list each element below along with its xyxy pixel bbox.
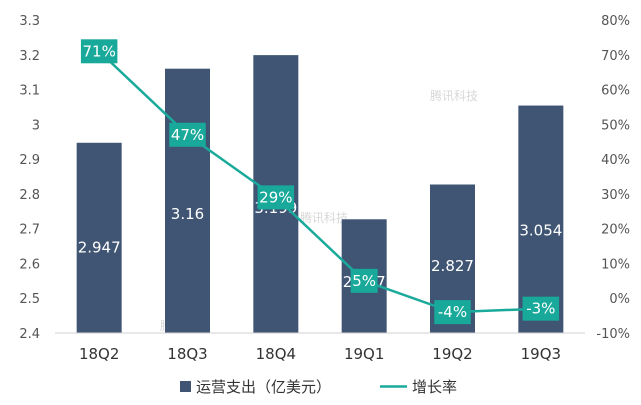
rate-label-text: -3% [526,300,555,318]
rate-label-box [169,122,206,147]
right-axis-ticks: -10% 0% 10% 20% 30% 40% 50% 60% 70% 80% [596,14,630,342]
rate-label-text: -4% [438,303,467,321]
left-axis-tick-label: 2.4 [19,327,40,342]
rate-label-box [434,300,471,325]
rate-label: 47% [169,122,206,147]
rate-label: -4% [434,300,471,325]
bar-value-label: 2.827 [431,257,474,275]
x-axis-tick-label: 19Q3 [521,345,561,363]
left-axis-tick-label: 2.9 [19,153,40,168]
watermark-text: 腾讯科技 [430,88,478,103]
rate-label-text: 71% [82,42,115,60]
legend-label-line: 增长率 [412,378,457,396]
rate-label-box [257,185,295,210]
bar [76,142,122,333]
right-axis-tick-label: 60% [601,84,630,99]
left-axis-ticks: 2.4 2.5 2.6 2.7 2.8 2.9 3 3.1 3.2 3.3 [19,14,40,342]
right-axis-tick-label: 50% [601,118,630,133]
legend: 运营支出（亿美元） 增长率 [180,378,457,396]
bar-series [76,55,564,334]
rate-label: 29% [257,185,295,210]
rate-label-text: 29% [259,188,292,206]
left-axis-tick-label: 2.5 [19,292,40,307]
left-axis-tick-label: 3.2 [19,49,40,64]
left-axis-tick-label: 2.7 [19,223,40,238]
x-axis-tick-label: 18Q4 [256,345,296,363]
rate-label-box [522,296,560,321]
right-axis-tick-label: 20% [601,223,630,238]
left-axis-tick-label: 2.6 [19,257,40,272]
rate-label-box [80,39,118,64]
right-axis-tick-label: -10% [596,327,630,342]
bar [165,68,210,333]
x-axis-tick-label: 18Q3 [167,345,207,363]
legend-label-bar: 运营支出（亿美元） [196,378,331,396]
right-axis-tick-label: 70% [601,49,630,64]
watermark-text: 腾讯科技 [300,210,348,225]
rate-label: -3% [522,296,560,321]
x-axis-tick-label: 19Q2 [432,345,472,363]
left-axis-tick-label: 3 [32,118,40,133]
bar-value-label: 3.054 [519,222,562,240]
left-axis-tick-label: 3.1 [19,84,40,99]
right-axis-tick-label: 0% [609,292,630,307]
right-axis-tick-label: 30% [601,188,630,203]
rate-label-text: 5% [352,272,376,290]
right-axis-tick-label: 80% [601,14,630,29]
left-axis-tick-label: 3.3 [19,14,40,29]
right-axis-tick-label: 40% [601,153,630,168]
rate-label-text: 47% [171,126,204,144]
legend-swatch-bar [180,381,191,392]
rate-label: 5% [350,268,378,293]
right-axis-tick-label: 10% [601,257,630,272]
bar-value-label: 3.16 [171,205,204,223]
bar [518,105,564,333]
x-axis-labels: 18Q2 18Q3 18Q4 19Q1 19Q2 19Q3 [79,345,561,363]
rate-label: 71% [80,39,118,64]
rate-label-box [350,268,378,293]
x-axis-tick-label: 18Q2 [79,345,119,363]
bar-value-label: 2.947 [78,238,121,256]
x-axis-tick-label: 19Q1 [344,345,384,363]
left-axis-tick-label: 2.8 [19,188,40,203]
rate-value-labels: 71% 47% 29% 5% -4% -3% [80,39,560,325]
